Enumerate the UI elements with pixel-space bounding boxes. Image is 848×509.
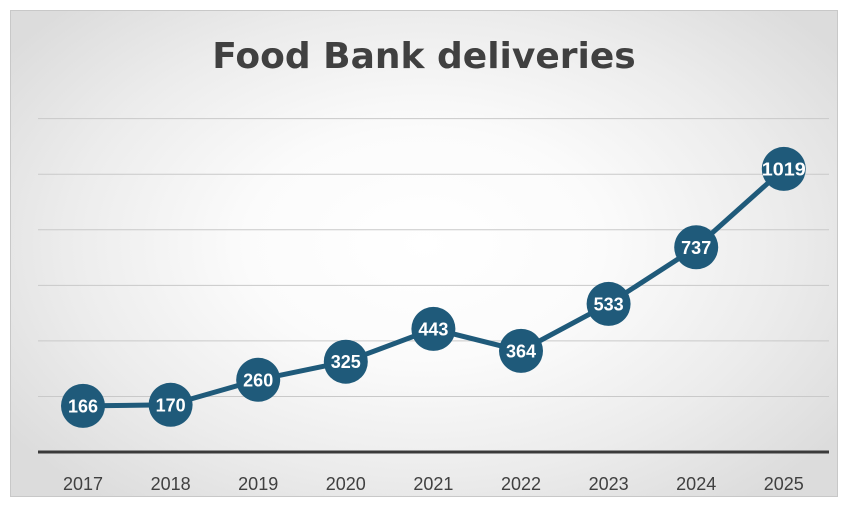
data-points: 166 170 260 325 443 364 533 737 1019	[61, 146, 806, 428]
data-point-marker	[236, 357, 281, 402]
data-label: 737	[681, 238, 711, 258]
x-tick-label: 2019	[238, 474, 278, 494]
x-tick-label: 2018	[151, 474, 191, 494]
data-label: 364	[506, 341, 536, 361]
x-tick-label: 2020	[326, 474, 366, 494]
data-label: 1019	[762, 159, 806, 179]
data-label: 533	[594, 294, 624, 314]
x-tick-label: 2017	[63, 474, 103, 494]
x-tick-label: 2021	[413, 474, 453, 494]
x-tick-label: 2022	[501, 474, 541, 494]
data-label: 170	[156, 395, 186, 415]
series-line	[82, 167, 786, 409]
data-label: 443	[418, 319, 448, 339]
data-point-marker	[323, 339, 368, 384]
data-point-marker	[586, 281, 631, 326]
data-label: 166	[68, 396, 98, 416]
data-point-marker	[411, 306, 456, 351]
data-point-marker	[61, 383, 105, 428]
data-label: 325	[331, 352, 361, 372]
data-point-marker	[148, 382, 193, 427]
data-point-marker	[499, 328, 543, 373]
data-point-marker	[674, 225, 719, 270]
x-tick-label: 2025	[764, 474, 804, 494]
data-label: 260	[243, 370, 273, 390]
x-axis-tick-labels: 2017 2018 2019 2020 2021 2022 2023 2024 2025	[63, 474, 804, 494]
x-tick-label: 2023	[589, 474, 629, 494]
data-point-marker	[761, 146, 806, 191]
chart-title: Food Bank deliveries	[212, 36, 636, 77]
x-tick-label: 2024	[676, 474, 716, 494]
